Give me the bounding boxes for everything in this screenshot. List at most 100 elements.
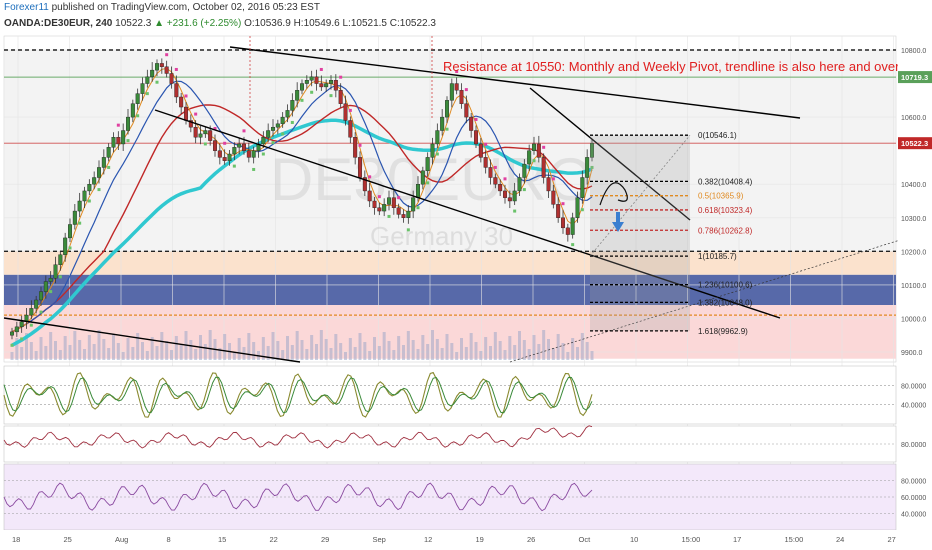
sar-dot xyxy=(571,243,575,247)
sar-dot xyxy=(10,343,14,347)
sar-dot xyxy=(155,80,159,84)
volume-bar xyxy=(556,334,560,360)
volume-bar xyxy=(566,352,570,360)
candle-body xyxy=(507,197,512,202)
candle-body xyxy=(183,106,188,121)
y-tick-label: 9900.0 xyxy=(901,350,923,357)
volume-bar xyxy=(126,338,130,360)
author-link[interactable]: Forexer11 xyxy=(4,2,49,13)
volume-bar xyxy=(252,342,256,360)
volume-bar xyxy=(315,344,318,360)
fib-label: 0.786(10262.8) xyxy=(698,226,753,235)
sar-dot xyxy=(165,53,169,57)
volume-bar xyxy=(435,339,439,360)
price-tag-label: 10719.3 xyxy=(901,73,928,82)
sar-dot xyxy=(532,159,536,163)
candle-body xyxy=(295,90,300,101)
x-tick-label: 10 xyxy=(630,535,638,544)
y-tick-label: 10000.0 xyxy=(901,316,926,323)
volume-bar xyxy=(440,348,444,360)
volume-bar xyxy=(261,337,265,360)
publish-info: published on TradingView.com, October 02… xyxy=(51,2,320,13)
sar-dot xyxy=(484,142,488,146)
candle-body xyxy=(29,308,34,316)
candle-body xyxy=(58,254,63,265)
y-tick-label: 10400.0 xyxy=(901,182,926,189)
candle-body xyxy=(556,204,561,218)
volume-bar xyxy=(25,333,28,360)
candle-body xyxy=(585,157,590,178)
volume-bar xyxy=(527,349,531,360)
symbol-label[interactable]: OANDA:DE30EUR, 240 xyxy=(4,18,113,29)
volume-bar xyxy=(49,332,53,360)
sar-dot xyxy=(542,145,546,149)
volume-bar xyxy=(223,334,227,360)
candle-body xyxy=(101,157,106,168)
sar-dot xyxy=(426,181,430,185)
volume-bar xyxy=(576,347,579,360)
volume-bar xyxy=(551,348,555,360)
sar-dot xyxy=(20,337,24,341)
sar-dot xyxy=(116,123,120,127)
sar-dot xyxy=(377,195,381,199)
x-tick-label: 8 xyxy=(167,535,171,544)
fib-box xyxy=(590,135,690,331)
sar-dot xyxy=(87,199,91,203)
sar-dot xyxy=(397,196,401,200)
candle-body xyxy=(570,217,575,235)
candle-body xyxy=(92,177,97,185)
x-tick-label: Aug xyxy=(115,535,128,544)
up-arrow-icon: ▲ xyxy=(154,18,164,29)
candle-body xyxy=(435,130,440,145)
candle-body xyxy=(285,110,290,118)
sar-dot xyxy=(310,90,314,94)
volume-bar xyxy=(416,349,420,360)
last-price: 10522.3 xyxy=(115,18,152,29)
volume-bar xyxy=(300,340,304,360)
sar-dot xyxy=(493,165,497,169)
volume-bar xyxy=(339,343,343,360)
volume-bar xyxy=(97,330,101,360)
x-tick-label: Sep xyxy=(373,535,386,544)
fib-label: 1.618(9962.9) xyxy=(698,327,748,336)
candle-body xyxy=(561,217,566,229)
candle-body xyxy=(135,93,140,104)
volume-bar xyxy=(107,348,111,360)
sar-dot xyxy=(78,221,82,225)
candle-body xyxy=(517,177,522,192)
x-tick-label: 15:00 xyxy=(682,535,701,544)
volume-bar xyxy=(218,348,222,360)
volume-bar xyxy=(358,333,362,360)
x-tick-label: 12 xyxy=(424,535,432,544)
fib-label: 0(10546.1) xyxy=(698,131,737,140)
volume-bar xyxy=(63,336,67,360)
volume-bar xyxy=(165,341,169,360)
x-tick-label: 29 xyxy=(321,535,329,544)
sar-dot xyxy=(281,132,285,136)
up-arrow-icon xyxy=(612,212,624,232)
volume-bar xyxy=(44,346,48,360)
volume-bar xyxy=(266,346,270,360)
volume-bar xyxy=(83,349,86,360)
volume-bar xyxy=(237,338,241,360)
candle-body xyxy=(232,147,237,155)
candle-body xyxy=(271,126,276,131)
candle-body xyxy=(580,177,585,198)
volume-bar xyxy=(179,345,183,360)
candle-body xyxy=(48,277,53,282)
stoch-k-line xyxy=(3,371,593,418)
volume-bar xyxy=(411,340,415,360)
candle-body xyxy=(498,184,503,192)
osc-tick-label: 40.0000 xyxy=(901,512,926,519)
osc-tick-label: 80.0000 xyxy=(901,383,926,390)
sar-dot xyxy=(242,129,246,133)
volume-bar xyxy=(348,338,352,360)
volume-bar xyxy=(310,335,314,360)
sar-dot xyxy=(49,290,53,294)
candle-body xyxy=(63,237,68,255)
candle-body xyxy=(546,177,551,192)
candle-body xyxy=(266,130,271,138)
sar-dot xyxy=(194,112,198,116)
volume-bar xyxy=(445,334,449,360)
